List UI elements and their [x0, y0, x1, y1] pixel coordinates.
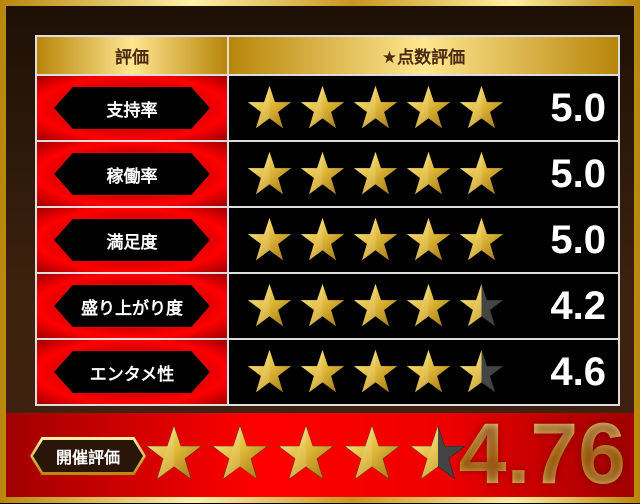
star-icon — [278, 425, 334, 480]
row-score: 5.0 — [550, 218, 606, 262]
table-row: 盛り上がり度 4.2 — [35, 272, 620, 340]
star-icon — [300, 217, 345, 261]
star-icon — [406, 85, 451, 129]
star-icon — [300, 349, 345, 393]
table-row: 支持率 5.0 — [35, 74, 620, 142]
star-icon — [406, 151, 451, 195]
star-icon — [406, 217, 451, 261]
row-label-cell: 満足度 — [35, 206, 229, 274]
panel-background: 評価 ★点数評価 支持率 5.0 稼働率 5.0 満足 — [6, 6, 634, 497]
star-icon — [247, 217, 292, 261]
row-stars — [247, 349, 504, 394]
row-value-cell: 4.6 — [227, 338, 620, 406]
star-icon — [459, 85, 504, 129]
table-row: 稼働率 5.0 — [35, 140, 620, 208]
overall-score: 4.76 — [458, 406, 626, 502]
row-value-cell: 5.0 — [227, 140, 620, 208]
row-label-cell: 稼働率 — [35, 140, 229, 208]
row-stars — [247, 151, 504, 196]
label-frame: 満足度 — [53, 218, 211, 262]
row-stars — [247, 217, 504, 262]
row-label: 支持率 — [54, 87, 210, 129]
overall-band: 開催評価 4.76 — [6, 406, 634, 502]
star-icon — [406, 283, 451, 327]
row-stars — [247, 85, 504, 130]
row-label: 満足度 — [54, 219, 210, 261]
row-label: 稼働率 — [54, 153, 210, 195]
star-icon — [353, 283, 398, 327]
star-icon — [300, 151, 345, 195]
label-frame: 稼働率 — [53, 152, 211, 196]
overall-badge: 開催評価 — [30, 437, 146, 475]
star-icon — [247, 349, 292, 393]
star-icon — [459, 283, 504, 327]
star-icon — [247, 85, 292, 129]
row-stars — [247, 283, 504, 328]
header-score: ★点数評価 — [227, 35, 620, 76]
row-value-cell: 5.0 — [227, 74, 620, 142]
header-evaluation: 評価 — [35, 35, 229, 76]
table-row: 満足度 5.0 — [35, 206, 620, 274]
row-score: 5.0 — [550, 86, 606, 130]
row-score: 4.2 — [550, 284, 606, 328]
row-label: 盛り上がり度 — [54, 285, 210, 327]
row-value-cell: 5.0 — [227, 206, 620, 274]
star-icon — [247, 283, 292, 327]
star-icon — [353, 349, 398, 393]
star-icon — [459, 217, 504, 261]
star-icon — [146, 425, 202, 480]
rating-table: 評価 ★点数評価 支持率 5.0 稼働率 5.0 満足 — [35, 35, 620, 406]
star-icon — [353, 85, 398, 129]
overall-label: 開催評価 — [33, 440, 143, 472]
star-icon — [459, 349, 504, 393]
star-icon — [300, 283, 345, 327]
star-icon — [300, 85, 345, 129]
row-value-cell: 4.2 — [227, 272, 620, 340]
star-icon — [212, 425, 268, 480]
row-score: 5.0 — [550, 152, 606, 196]
table-row: エンタメ性 4.6 — [35, 338, 620, 406]
star-icon — [353, 151, 398, 195]
label-frame: エンタメ性 — [53, 350, 211, 394]
overall-stars — [146, 425, 466, 481]
row-label: エンタメ性 — [54, 351, 210, 393]
table-header: 評価 ★点数評価 — [35, 35, 620, 76]
label-frame: 支持率 — [53, 86, 211, 130]
star-icon — [410, 425, 466, 480]
row-label-cell: 盛り上がり度 — [35, 272, 229, 340]
row-label-cell: 支持率 — [35, 74, 229, 142]
star-icon — [459, 151, 504, 195]
star-icon — [406, 349, 451, 393]
label-frame: 盛り上がり度 — [53, 284, 211, 328]
star-icon — [353, 217, 398, 261]
star-icon — [344, 425, 400, 480]
row-score: 4.6 — [550, 350, 606, 394]
star-icon — [247, 151, 292, 195]
row-label-cell: エンタメ性 — [35, 338, 229, 406]
